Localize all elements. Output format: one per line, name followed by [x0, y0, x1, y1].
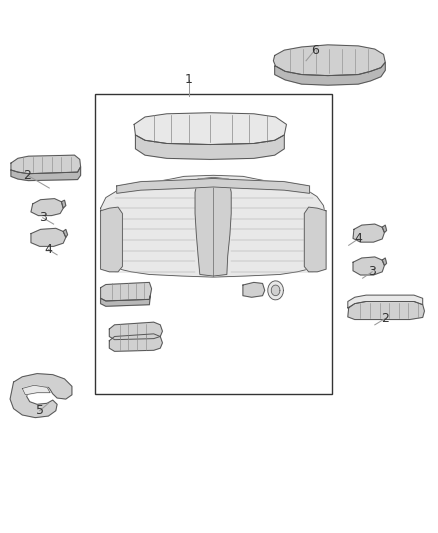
- Text: 4: 4: [354, 232, 362, 245]
- Polygon shape: [101, 296, 150, 306]
- Polygon shape: [271, 285, 280, 296]
- Polygon shape: [348, 302, 424, 319]
- Text: 2: 2: [381, 312, 389, 325]
- Polygon shape: [117, 179, 310, 193]
- Polygon shape: [63, 229, 67, 237]
- Polygon shape: [61, 200, 66, 208]
- Polygon shape: [195, 177, 231, 276]
- Polygon shape: [11, 155, 81, 174]
- Text: 3: 3: [368, 265, 376, 278]
- Polygon shape: [353, 224, 385, 242]
- Polygon shape: [110, 322, 162, 340]
- Polygon shape: [11, 167, 81, 181]
- Polygon shape: [31, 228, 66, 246]
- Text: 3: 3: [39, 211, 47, 224]
- Text: 6: 6: [311, 44, 319, 56]
- Text: 2: 2: [24, 169, 32, 182]
- Polygon shape: [31, 199, 63, 216]
- Polygon shape: [101, 207, 122, 272]
- Polygon shape: [110, 334, 162, 351]
- Polygon shape: [10, 374, 72, 418]
- Polygon shape: [353, 257, 385, 275]
- Polygon shape: [268, 281, 283, 300]
- Polygon shape: [382, 225, 387, 232]
- Polygon shape: [273, 45, 385, 76]
- Polygon shape: [134, 113, 286, 144]
- Polygon shape: [101, 175, 325, 277]
- Bar: [95, 94, 332, 394]
- Polygon shape: [243, 282, 265, 297]
- Polygon shape: [348, 295, 423, 308]
- Polygon shape: [275, 62, 385, 85]
- Polygon shape: [22, 385, 50, 395]
- Polygon shape: [135, 135, 284, 159]
- Text: 4: 4: [44, 243, 52, 256]
- Text: 5: 5: [35, 404, 44, 417]
- Polygon shape: [304, 207, 326, 272]
- Text: 1: 1: [184, 74, 192, 86]
- Polygon shape: [382, 258, 387, 265]
- Polygon shape: [101, 282, 152, 301]
